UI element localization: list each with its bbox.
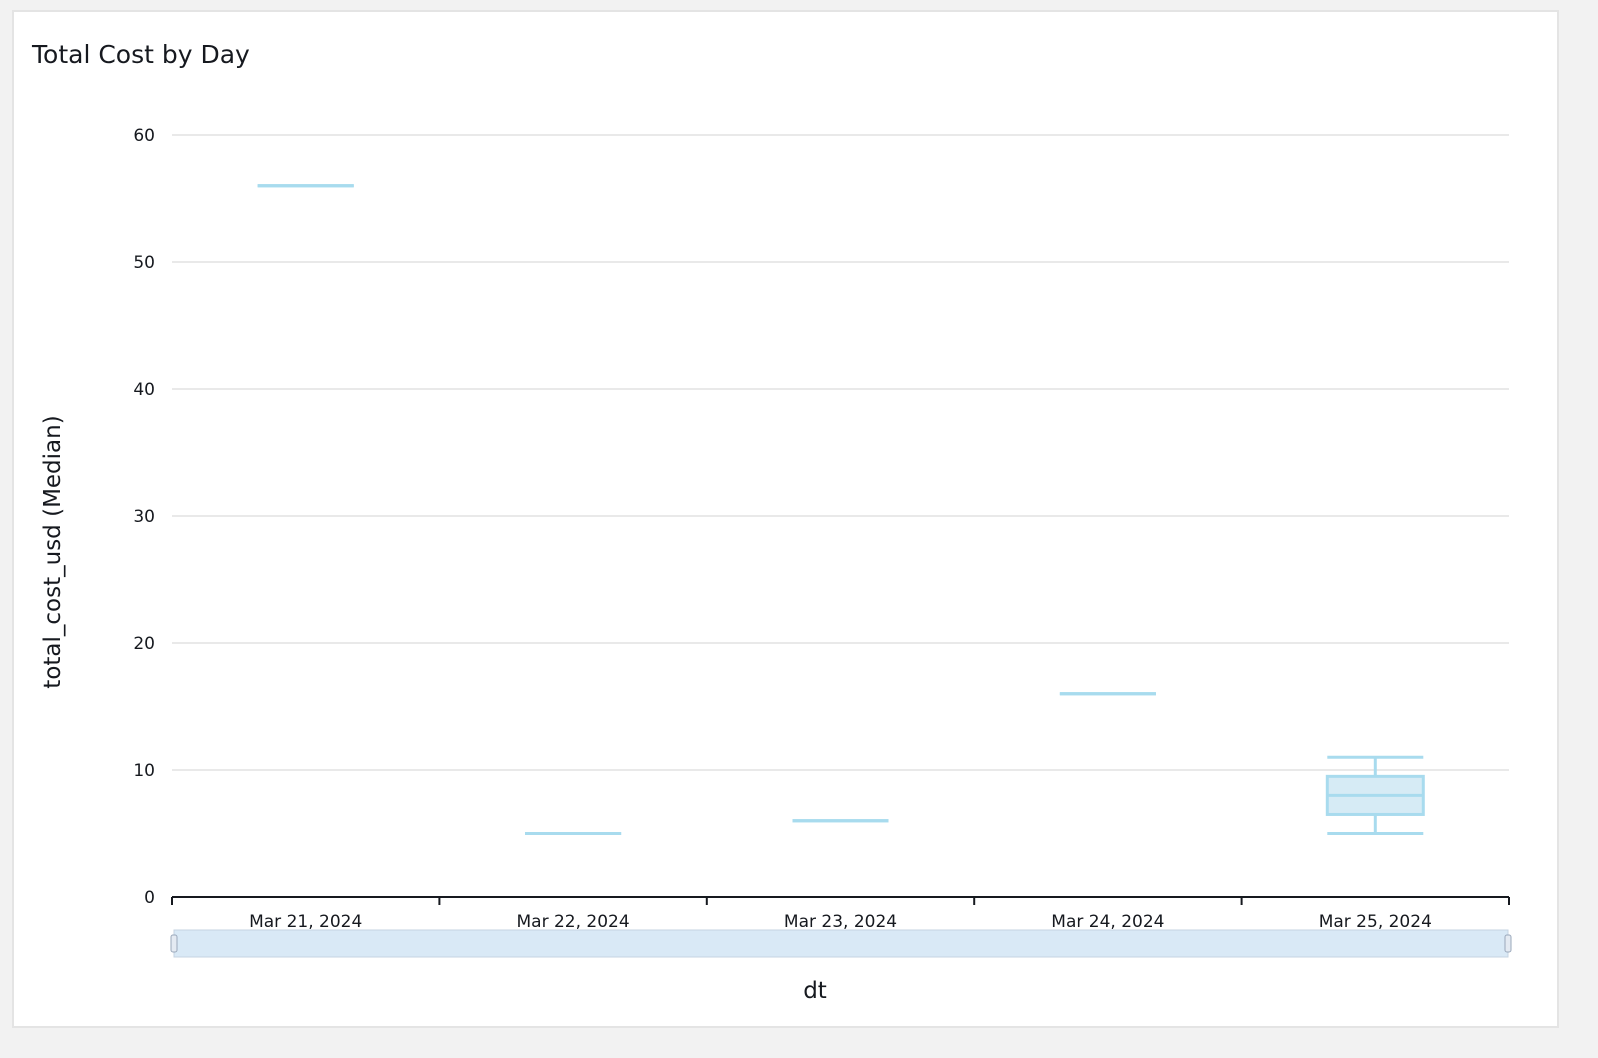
y-axis-label: total_cost_usd (Median) [40,415,66,688]
x-tick-label: Mar 22, 2024 [517,912,630,932]
x-tick-label: Mar 25, 2024 [1319,912,1432,932]
y-tick-label: 20 [133,634,155,654]
y-tick-label: 50 [133,253,155,273]
scrollbar-left-handle[interactable] [170,934,178,953]
y-tick-label: 10 [133,761,155,781]
y-tick-label: 60 [133,126,155,146]
chart-title: Total Cost by Day [32,40,250,69]
scrollbar-right-handle[interactable] [1504,934,1512,953]
y-tick-label: 40 [133,380,155,400]
scrollbar-track[interactable] [173,929,1509,958]
x-tick-label: Mar 24, 2024 [1051,912,1164,932]
box-4 [1325,755,1425,835]
y-tick-label: 30 [133,507,155,527]
x-tick-label: Mar 21, 2024 [249,912,362,932]
chart-panel [12,10,1559,1028]
x-tick-label: Mar 23, 2024 [784,912,897,932]
y-tick-label: 0 [144,888,155,908]
x-axis-label: dt [803,978,827,1004]
